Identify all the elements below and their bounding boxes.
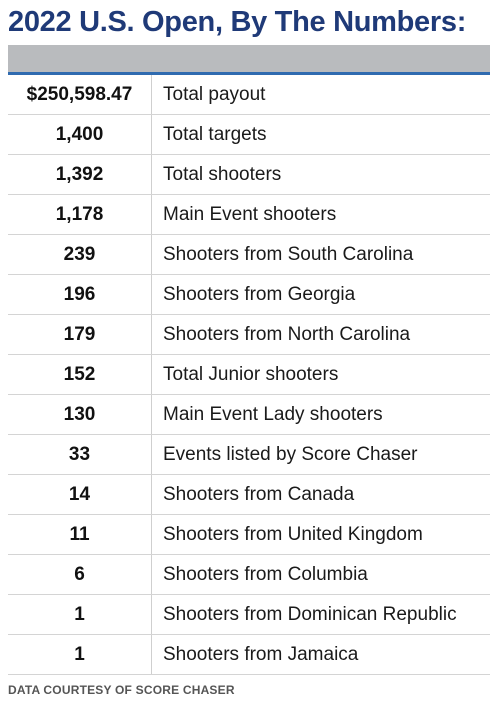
table-row: 196 Shooters from Georgia (8, 274, 490, 315)
page-title: 2022 U.S. Open, By The Numbers: (8, 6, 467, 38)
stat-label: Shooters from Dominican Republic (151, 594, 490, 635)
stat-label: Main Event Lady shooters (151, 394, 490, 435)
stat-label: Events listed by Score Chaser (151, 434, 490, 475)
stat-label: Shooters from United Kingdom (151, 514, 490, 555)
stat-value: 33 (8, 434, 152, 475)
table-header-bar (8, 45, 490, 75)
stat-value: 1,178 (8, 194, 152, 235)
stat-label: Shooters from Jamaica (151, 634, 490, 675)
stat-value: 196 (8, 274, 152, 315)
stat-value: 1 (8, 634, 152, 675)
stat-label: Shooters from North Carolina (151, 314, 490, 355)
stat-label: Total payout (151, 75, 490, 115)
table-row: 1,400 Total targets (8, 114, 490, 155)
stat-value: 11 (8, 514, 152, 555)
table-row: 14 Shooters from Canada (8, 474, 490, 515)
stat-value: 130 (8, 394, 152, 435)
table-row: 6 Shooters from Columbia (8, 554, 490, 595)
table-row: 152 Total Junior shooters (8, 354, 490, 395)
stat-label: Main Event shooters (151, 194, 490, 235)
stat-value: 1 (8, 594, 152, 635)
stat-label: Shooters from South Carolina (151, 234, 490, 275)
stat-label: Shooters from Georgia (151, 274, 490, 315)
stats-table: $250,598.47 Total payout 1,400 Total tar… (8, 75, 490, 675)
table-row: 11 Shooters from United Kingdom (8, 514, 490, 555)
data-credit: DATA COURTESY OF SCORE CHASER (8, 683, 235, 697)
stat-value: 1,400 (8, 114, 152, 155)
table-row: 130 Main Event Lady shooters (8, 394, 490, 435)
stat-value: 239 (8, 234, 152, 275)
table-row: 1,178 Main Event shooters (8, 194, 490, 235)
table-row: 33 Events listed by Score Chaser (8, 434, 490, 475)
stat-label: Shooters from Columbia (151, 554, 490, 595)
table-row: 1,392 Total shooters (8, 154, 490, 195)
table-row: 1 Shooters from Jamaica (8, 634, 490, 675)
table-row: $250,598.47 Total payout (8, 75, 490, 115)
stat-label: Shooters from Canada (151, 474, 490, 515)
stat-value: 1,392 (8, 154, 152, 195)
table-row: 1 Shooters from Dominican Republic (8, 594, 490, 635)
table-row: 179 Shooters from North Carolina (8, 314, 490, 355)
stat-label: Total targets (151, 114, 490, 155)
stat-label: Total shooters (151, 154, 490, 195)
stat-label: Total Junior shooters (151, 354, 490, 395)
stat-value: 152 (8, 354, 152, 395)
stat-value: 179 (8, 314, 152, 355)
stat-value: 6 (8, 554, 152, 595)
table-row: 239 Shooters from South Carolina (8, 234, 490, 275)
stat-value: $250,598.47 (8, 75, 152, 115)
stat-value: 14 (8, 474, 152, 515)
